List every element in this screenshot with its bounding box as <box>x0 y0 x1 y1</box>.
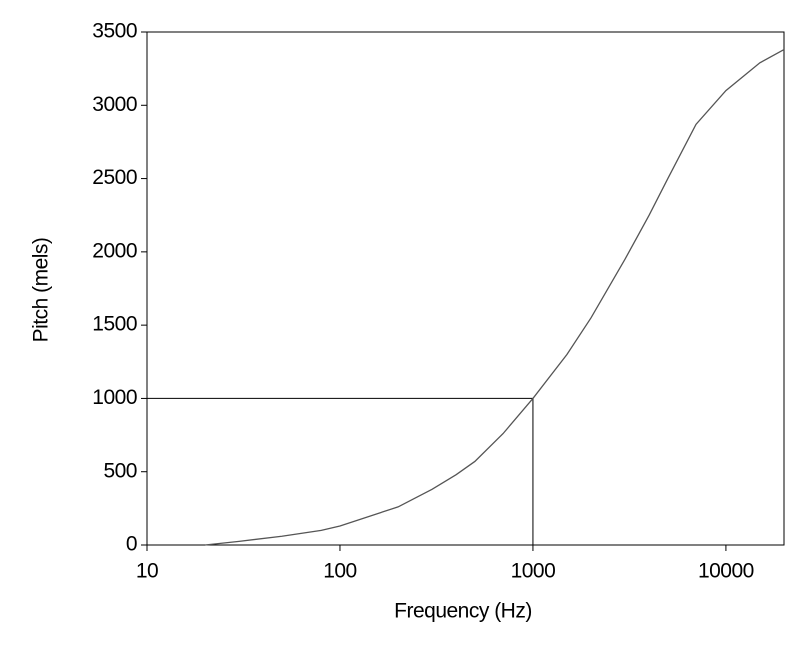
x-tick-label: 10 <box>136 560 158 583</box>
curve <box>205 49 785 546</box>
y-axis-title: Pitch (mels) <box>30 238 53 343</box>
y-tick-label: 2500 <box>92 166 137 189</box>
y-tick-label: 1500 <box>92 313 137 336</box>
y-tick-label: 1000 <box>92 386 137 409</box>
x-tick-label: 1000 <box>511 560 556 583</box>
y-tick-label: 2000 <box>92 239 137 262</box>
x-tick-label: 100 <box>323 560 357 583</box>
x-tick-label: 10000 <box>698 560 754 583</box>
x-axis-title: Frequency (Hz) <box>394 600 532 623</box>
plot-frame <box>146 31 785 546</box>
y-tick-label: 3500 <box>92 20 137 43</box>
y-tick-label: 500 <box>103 459 137 482</box>
y-tick-label: 0 <box>126 533 137 556</box>
y-tick-label: 3000 <box>92 93 137 116</box>
